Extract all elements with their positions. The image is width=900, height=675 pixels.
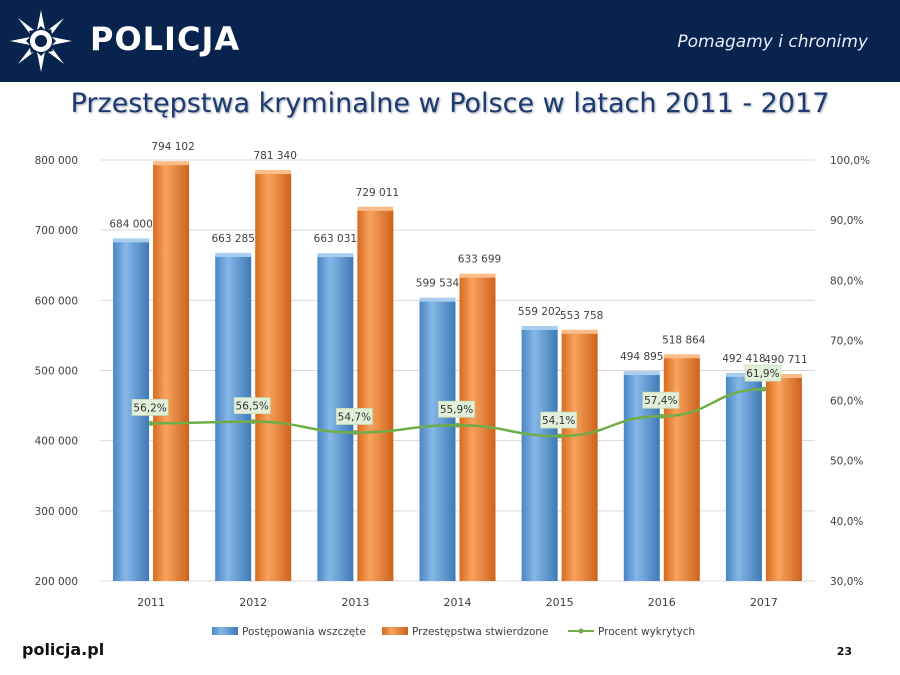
legend-label: Przestępstwa stwierdzone <box>412 626 549 638</box>
bar-przestepstwa <box>255 173 292 581</box>
y-right-tick-label: 80,0% <box>830 275 863 287</box>
data-label-postepowania: 494 895 <box>620 351 663 363</box>
data-label-procent: 54,7% <box>338 411 371 423</box>
y-left-tick-label: 400 000 <box>35 436 78 448</box>
y-left-tick-label: 700 000 <box>35 225 78 237</box>
data-label-bg-procent <box>642 391 680 409</box>
bar-przestepstwa <box>459 276 496 581</box>
data-label-procent: 56,5% <box>236 401 269 413</box>
x-tick-label: 2011 <box>137 596 165 609</box>
bar-top-postepowania <box>419 297 456 302</box>
x-tick-label: 2012 <box>239 596 267 609</box>
point-procent-wykrytych <box>148 420 154 426</box>
legend-marker <box>578 628 584 634</box>
bar-top-przestepstwa <box>561 329 598 334</box>
bar-top-przestepstwa <box>255 170 292 175</box>
y-right-tick-label: 50,0% <box>830 456 863 468</box>
bar-top-postepowania <box>113 238 150 243</box>
data-label-przestepstwa: 490 711 <box>764 354 807 366</box>
y-left-tick-label: 800 000 <box>35 155 78 167</box>
x-tick-label: 2017 <box>750 596 778 609</box>
y-left-tick-label: 300 000 <box>35 506 78 518</box>
data-label-bg-procent <box>540 411 578 429</box>
bar-top-postepowania <box>725 372 762 377</box>
data-label-przestepstwa: 781 340 <box>254 150 297 162</box>
legend-label: Procent wykrytych <box>598 626 695 638</box>
bar-przestepstwa <box>153 164 190 581</box>
bar-postepowania <box>725 375 762 581</box>
y-right-tick-label: 70,0% <box>830 335 863 347</box>
x-tick-label: 2015 <box>546 596 574 609</box>
x-tick-label: 2014 <box>444 596 472 609</box>
bar-top-przestepstwa <box>663 354 700 359</box>
data-label-postepowania: 663 285 <box>212 233 255 245</box>
data-label-postepowania: 663 031 <box>314 233 357 245</box>
bar-top-postepowania <box>215 252 252 257</box>
bar-top-postepowania <box>317 253 354 258</box>
data-label-bg-procent <box>438 400 475 418</box>
data-label-przestepstwa: 794 102 <box>151 141 194 153</box>
x-tick-label: 2013 <box>341 596 369 609</box>
bar-top-przestepstwa <box>357 206 394 211</box>
bar-postepowania <box>215 255 252 582</box>
data-label-przestepstwa: 518 864 <box>662 334 706 346</box>
point-procent-wykrytych <box>250 419 256 425</box>
y-left-tick-label: 600 000 <box>35 295 78 307</box>
point-procent-wykrytych <box>761 386 767 392</box>
data-label-przestepstwa: 633 699 <box>458 254 501 266</box>
bar-top-przestepstwa <box>459 273 496 278</box>
data-label-procent: 57,4% <box>644 395 677 407</box>
data-label-bg-procent <box>233 397 271 415</box>
y-left-tick-label: 500 000 <box>35 366 78 378</box>
data-label-procent: 54,1% <box>542 415 575 427</box>
bar-przestepstwa <box>663 357 700 581</box>
legend-swatch <box>382 627 408 635</box>
data-label-przestepstwa: 729 011 <box>356 187 399 199</box>
legend-label: Postępowania wszczęte <box>242 626 366 638</box>
point-procent-wykrytych <box>455 422 460 428</box>
bar-line-chart: 200 000 300 000 400 000 500 000 600 000 700 0… <box>35 141 870 638</box>
bar-top-postepowania <box>623 371 660 376</box>
footer-logo: policja.pl <box>22 640 105 659</box>
slogan: Pomagamy i chronimy <box>677 32 868 52</box>
page-title: Przestępstwa kryminalne w Polsce w latac… <box>70 88 830 119</box>
y-right-tick-label: 40,0% <box>830 516 863 528</box>
bar-przestepstwa <box>357 209 394 581</box>
data-label-postepowania: 559 202 <box>518 306 561 318</box>
point-procent-wykrytych <box>659 413 665 419</box>
bar-top-postepowania <box>521 325 558 330</box>
data-label-procent: 56,2% <box>133 402 166 414</box>
brand-name: POLICJA <box>90 20 241 58</box>
data-label-bg-procent <box>744 364 782 382</box>
data-label-bg-procent <box>131 399 169 416</box>
data-label-procent: 61,9% <box>746 368 779 380</box>
y-right-tick-label: 30,0% <box>830 576 863 588</box>
page-number: 23 <box>836 645 852 658</box>
y-right-tick-label: 100,0% <box>830 155 870 167</box>
data-label-postepowania: 684 000 <box>109 218 152 230</box>
y-right-tick-label: 90,0% <box>830 215 863 227</box>
header-bar: POLICJA Pomagamy i chronimy <box>0 0 900 82</box>
y-right-tick-label: 60,0% <box>830 396 863 408</box>
point-procent-wykrytych <box>557 433 563 439</box>
bar-przestepstwa <box>561 332 598 581</box>
point-procent-wykrytych <box>352 429 358 435</box>
bar-top-przestepstwa <box>153 161 190 166</box>
data-label-postepowania: 599 534 <box>416 278 460 290</box>
bar-postepowania <box>419 300 456 581</box>
data-label-bg-procent <box>335 408 373 425</box>
y-left-tick-label: 200 000 <box>35 576 78 588</box>
data-label-postepowania: 492 418 <box>722 353 765 365</box>
data-label-przestepstwa: 553 758 <box>560 310 603 322</box>
bar-top-przestepstwa <box>765 374 802 379</box>
legend-swatch <box>212 627 238 635</box>
bar-przestepstwa <box>765 377 802 581</box>
x-tick-label: 2016 <box>648 596 676 609</box>
bar-postepowania <box>521 328 558 581</box>
data-label-procent: 55,9% <box>440 404 473 416</box>
police-star-icon <box>10 10 72 72</box>
